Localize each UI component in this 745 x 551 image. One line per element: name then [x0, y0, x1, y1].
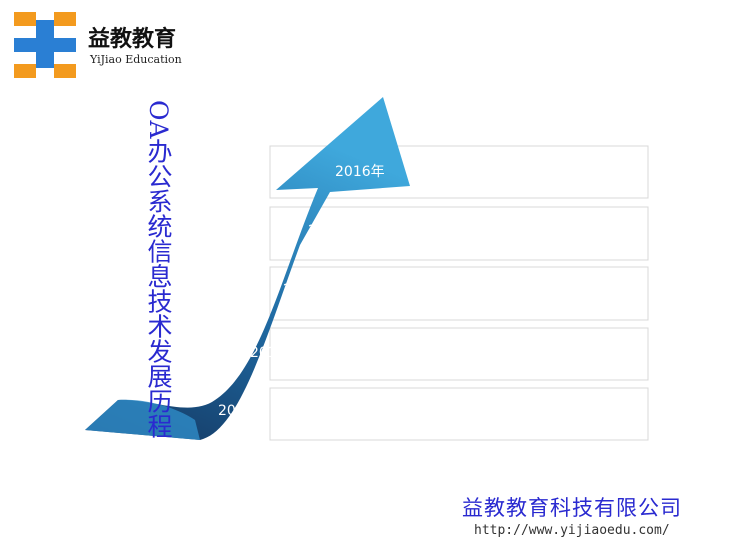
box [269, 145, 649, 199]
logo-subtitle: YiJiao Education [89, 53, 182, 66]
milestone-label: 2016年 [335, 164, 385, 180]
logo-icon [14, 12, 76, 78]
box [269, 387, 649, 441]
box [269, 266, 649, 321]
vertical-title: OA办公系统信息技术发展历程 [144, 100, 173, 439]
logo-name: 益教教育 [88, 26, 176, 52]
milestone-label: 2013年 [250, 345, 300, 361]
milestone-label: 2014年 [283, 282, 333, 298]
growth-arrow [85, 97, 410, 440]
milestone-boxes [269, 145, 649, 441]
box [269, 206, 649, 261]
company-name: 益教教育科技有限公司 [462, 496, 682, 520]
milestone-labels: 2012年 2013年 2014年 2015年 2016年 [218, 164, 385, 419]
company-url: http://www.yijiaoedu.com/ [474, 523, 670, 538]
box [269, 327, 649, 381]
milestone-label: 2012年 [218, 403, 268, 419]
arrow-base [85, 399, 200, 440]
milestone-label: 2015年 [308, 223, 358, 239]
